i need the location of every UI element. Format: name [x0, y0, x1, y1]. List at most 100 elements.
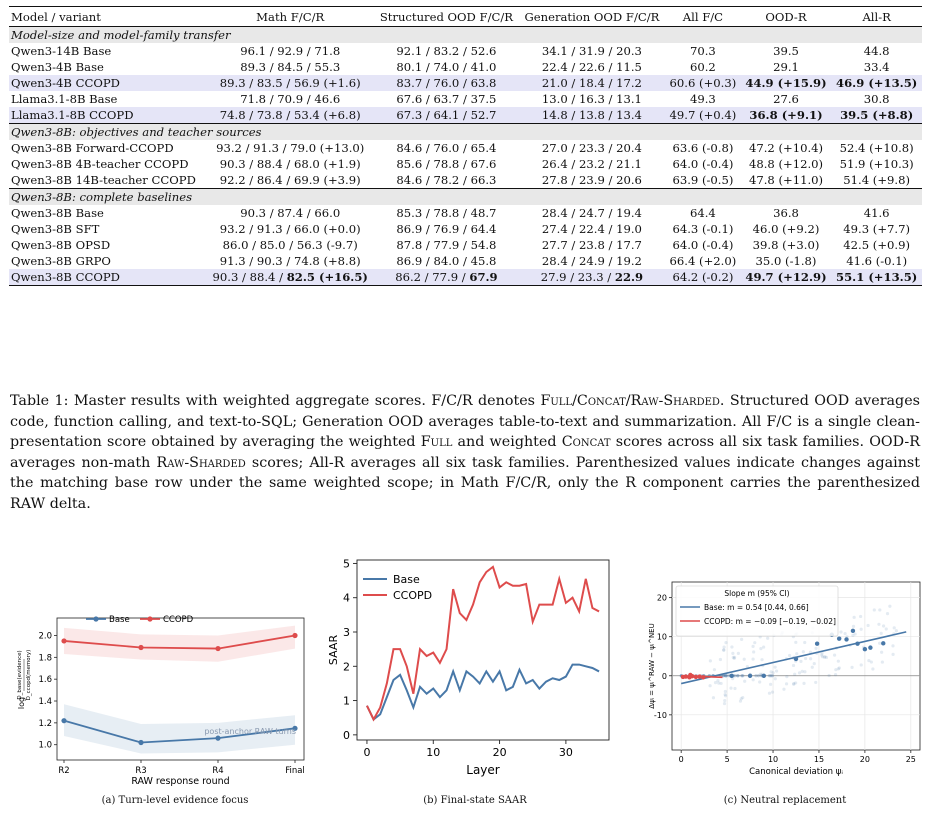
cell-text: 47.8 (+11.0) [748, 173, 824, 187]
cell-text: 47.2 (+10.4) [748, 141, 824, 155]
background-point [762, 645, 766, 649]
x-tick-label: 15 [814, 755, 824, 764]
cell-text: 93.2 / 91.3 / 66.0 (+0.0) [219, 222, 361, 236]
caption-text: scores; All-R averages all six task fami… [10, 454, 920, 512]
background-point [836, 667, 840, 671]
legend-base-marker [93, 616, 99, 622]
cell-text: 39.5 [773, 44, 799, 58]
cell-text: 52.4 (+10.8) [839, 141, 914, 155]
table-row: Qwen3-8B GRPO 91.3 / 90.3 / 74.8 (+8.8) 86… [9, 253, 922, 269]
y-tick-label: 4 [343, 592, 350, 605]
table-cell: 48.8 (+12.0) [741, 156, 832, 172]
y-axis-label: SAAR [327, 635, 340, 666]
data-point [215, 735, 221, 741]
cell-text: 27.7 / 23.8 / 17.7 [541, 238, 642, 252]
background-point [769, 670, 773, 674]
data-point [855, 641, 860, 646]
background-point [880, 660, 884, 664]
cell-text: 36.8 [773, 206, 799, 220]
table-cell: 87.8 / 77.9 / 54.8 [374, 237, 519, 253]
header-generation: Generation OOD F/C/R [518, 6, 666, 27]
table-cell: 36.8 (+9.1) [740, 107, 832, 124]
background-point [736, 674, 740, 678]
y-tick-label: -10 [654, 711, 667, 720]
cell-text: Qwen3-8B SFT [11, 222, 100, 236]
header-allfc: All F/C [665, 6, 741, 27]
cell-text: 92.1 / 83.2 / 52.6 [396, 44, 497, 58]
table-cell: 28.4 / 24.9 / 19.2 [519, 253, 665, 269]
table-cell: 35.0 (-1.8) [741, 253, 832, 269]
caption-text: and weighted [452, 434, 562, 451]
cell-text: 27.4 / 22.4 / 19.0 [541, 222, 642, 236]
background-point [853, 632, 857, 636]
table-cell: 64.0 (-0.4) [665, 237, 741, 253]
x-tick-label: 20 [860, 755, 870, 764]
background-point [724, 674, 728, 678]
table-cell: 63.6 (-0.8) [665, 140, 741, 156]
cell-text: 27.8 / 23.9 / 20.6 [541, 173, 642, 187]
cell-text: 64.3 (-0.1) [672, 222, 734, 236]
x-axis-label: RAW response round [131, 776, 229, 787]
table-cell: Qwen3-8B Base [9, 205, 206, 221]
table-cell: 51.4 (+9.8) [831, 172, 922, 189]
background-point [711, 696, 716, 700]
background-point [708, 659, 712, 663]
cell-text: Qwen3-8B Base [11, 206, 104, 220]
data-point [814, 641, 820, 646]
table-cell: 47.8 (+11.0) [741, 172, 832, 189]
data-point [850, 628, 856, 634]
cell-text: 86.9 / 76.9 / 64.4 [396, 222, 497, 236]
table-cell: 34.1 / 31.9 / 20.3 [519, 43, 665, 59]
data-point [862, 647, 868, 652]
table-cell: Qwen3-4B CCOPD [9, 75, 207, 91]
background-point [713, 681, 718, 685]
cell-text: 84.6 / 76.0 / 65.4 [396, 141, 497, 155]
background-point [836, 659, 840, 663]
cell-text: 30.8 [863, 92, 890, 106]
cell-text: 46.0 (+9.2) [752, 222, 820, 236]
background-point [759, 647, 763, 651]
x-tick-label: 10 [426, 746, 440, 759]
data-point [138, 739, 144, 746]
background-point [839, 630, 843, 634]
caption-smallcaps: Full [420, 434, 453, 451]
background-point [823, 655, 827, 659]
table-cell: 64.2 (-0.2) [665, 269, 741, 286]
cell-text: Qwen3-8B OPSD [11, 238, 111, 252]
table-cell: 86.0 / 85.0 / 56.3 (-9.7) [206, 237, 374, 253]
cell-text: 22.4 / 22.6 / 11.5 [541, 60, 642, 74]
background-point [793, 672, 797, 676]
background-point [804, 656, 808, 661]
background-point [743, 679, 747, 683]
cell-text: 41.6 (-0.1) [846, 254, 908, 268]
background-point [879, 631, 883, 635]
background-point [740, 637, 744, 641]
background-point [752, 650, 756, 654]
table-cell: 71.8 / 70.9 / 46.6 [206, 91, 374, 107]
chart-turn-level-evidence: 1.0 1.2 1.4 1.6 1.8 2.0 R2 R3 R4 Final Base CCOPD po… [17, 615, 305, 787]
table-cell: 93.2 / 91.3 / 66.0 (+0.0) [206, 221, 374, 237]
background-point [820, 651, 824, 655]
data-point [697, 674, 702, 679]
table-row: Llama3.1-8B Base 71.8 / 70.9 / 46.6 67.6 /… [9, 91, 922, 107]
table-cell: 91.3 / 90.3 / 74.8 (+8.8) [206, 253, 374, 269]
background-point [722, 701, 727, 706]
y-tick-label: 2 [343, 660, 350, 673]
background-point [837, 666, 841, 670]
caption-text: Table 1: Master results with weighted ag… [10, 393, 541, 409]
background-point [894, 629, 898, 633]
cell-text: 51.4 (+9.8) [843, 173, 910, 187]
cell-text: 49.3 [689, 92, 716, 106]
annotation: post-anchor RAW turns [204, 727, 296, 736]
table-cell: 39.8 (+3.0) [741, 237, 832, 253]
background-point [794, 640, 798, 644]
confidence-band [64, 625, 295, 662]
table-cell: 86.9 / 84.0 / 45.8 [374, 253, 519, 269]
background-point [851, 624, 856, 628]
table-cell: Qwen3-8B OPSD [9, 237, 206, 253]
table-cell: 39.5 (+8.8) [831, 107, 922, 124]
table-cell: 47.2 (+10.4) [741, 140, 832, 156]
cell-text: 92.2 / 86.4 / 69.9 (+3.9) [219, 173, 361, 187]
caption-smallcaps: Concat [576, 393, 626, 409]
